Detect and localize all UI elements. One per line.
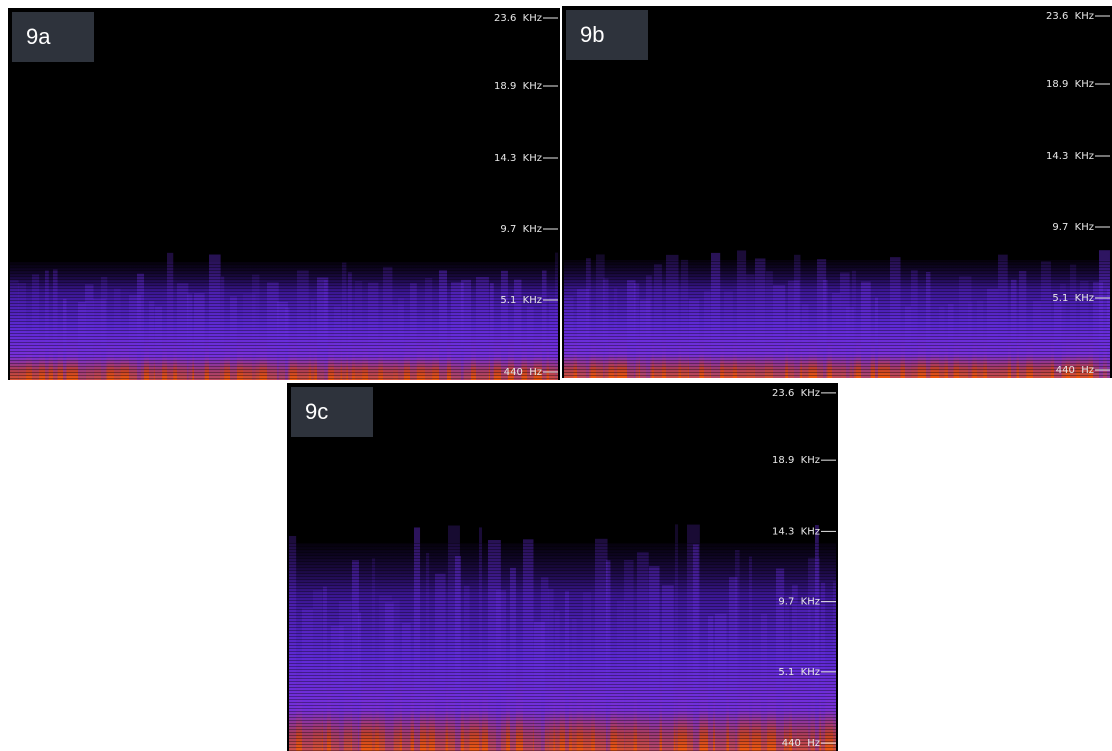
panel-label: 9c <box>305 399 328 424</box>
panel-label: 9b <box>580 22 604 47</box>
label-box <box>12 12 94 62</box>
axis-tick-label: 14.3 KHz <box>494 153 542 164</box>
axis-tick-label: 18.9 KHz <box>1046 79 1094 90</box>
axis-tick-label: 9.7 KHz <box>1052 222 1094 233</box>
axis-tick-label: 9.7 KHz <box>778 597 820 608</box>
label-box <box>566 10 648 60</box>
page: 9a 23.6 KHz 18.9 KHz 14.3 KHz 9.7 KHz 5.1 KHz… <box>0 0 1112 751</box>
axis-tick-label: 5.1 KHz <box>778 667 820 678</box>
spectrogram-panel: 9c 23.6 KHz 18.9 KHz 14.3 KHz 9.7 KHz 5.1 KHz… <box>287 383 838 751</box>
spectrogram-panel: 9b 23.6 KHz 18.9 KHz 14.3 KHz 9.7 KHz 5.1 KHz… <box>562 6 1112 378</box>
label-box <box>291 387 373 437</box>
axis-tick-label: 23.6 KHz <box>494 13 542 24</box>
spectrum-texture <box>10 262 558 380</box>
axis-tick-label: 440 Hz <box>782 738 820 749</box>
spectrum-texture <box>289 543 836 751</box>
axis-tick-label: 5.1 KHz <box>1052 293 1094 304</box>
axis-tick-label: 18.9 KHz <box>494 81 542 92</box>
axis-tick-label: 14.3 KHz <box>1046 151 1094 162</box>
axis-tick-label: 23.6 KHz <box>1046 11 1094 22</box>
axis-tick-label: 440 Hz <box>1056 365 1094 376</box>
axis-tick-label: 14.3 KHz <box>772 526 820 537</box>
panel-label: 9a <box>26 24 51 49</box>
axis-tick-label: 5.1 KHz <box>500 295 542 306</box>
axis-tick-label: 23.6 KHz <box>772 388 820 399</box>
axis-tick-label: 9.7 KHz <box>500 224 542 235</box>
spectrogram-panel: 9a 23.6 KHz 18.9 KHz 14.3 KHz 9.7 KHz 5.1 KHz… <box>8 8 560 380</box>
spectrum-texture <box>564 260 1110 378</box>
axis-tick-label: 440 Hz <box>504 367 542 378</box>
axis-tick-label: 18.9 KHz <box>772 455 820 466</box>
